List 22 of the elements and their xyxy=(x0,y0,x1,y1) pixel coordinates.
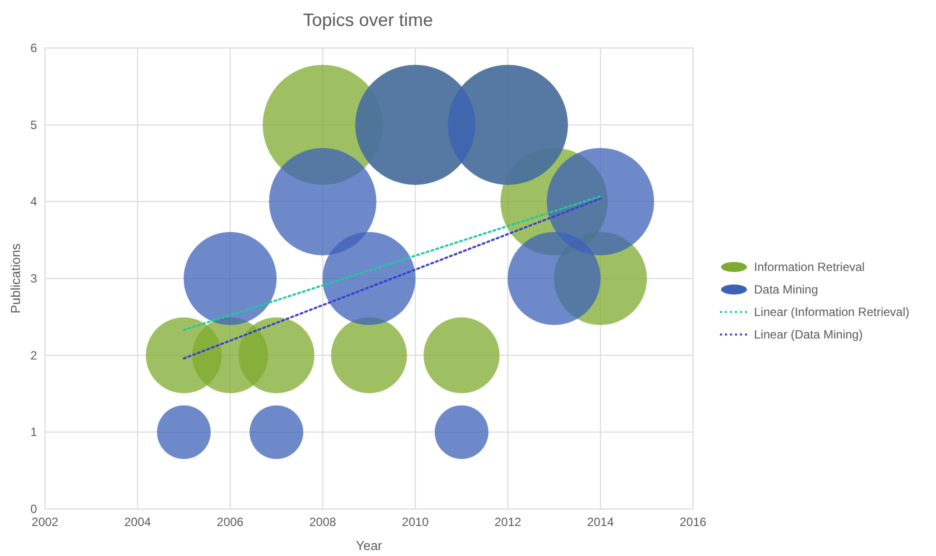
y-axis-title: Publications xyxy=(8,242,23,314)
legend-label: Linear (Data Mining) xyxy=(754,328,863,342)
legend-label: Data Mining xyxy=(754,282,818,296)
x-tick-label: 2014 xyxy=(587,515,614,529)
x-tick-label: 2008 xyxy=(309,515,336,529)
legend-label: Linear (Information Retrieval) xyxy=(754,305,910,319)
x-tick-label: 2002 xyxy=(32,515,59,529)
x-tick-label: 2010 xyxy=(402,515,429,529)
x-axis-title: Year xyxy=(356,538,383,553)
y-tick-label: 6 xyxy=(30,41,38,55)
legend-label: Information Retrieval xyxy=(754,260,865,274)
y-tick-label: 1 xyxy=(30,425,38,440)
y-tick-label: 0 xyxy=(30,502,38,516)
y-tick-label: 2 xyxy=(30,348,38,362)
x-tick-label: 2004 xyxy=(124,515,152,529)
x-tick-label: 2012 xyxy=(494,515,522,529)
chart-title: Topics over time xyxy=(302,10,434,30)
y-tick-label: 3 xyxy=(30,272,38,286)
y-tick-label: 4 xyxy=(30,194,38,209)
x-tick-label: 2016 xyxy=(680,515,707,529)
x-tick-label: 2006 xyxy=(216,515,244,529)
y-tick-label: 5 xyxy=(30,118,38,132)
